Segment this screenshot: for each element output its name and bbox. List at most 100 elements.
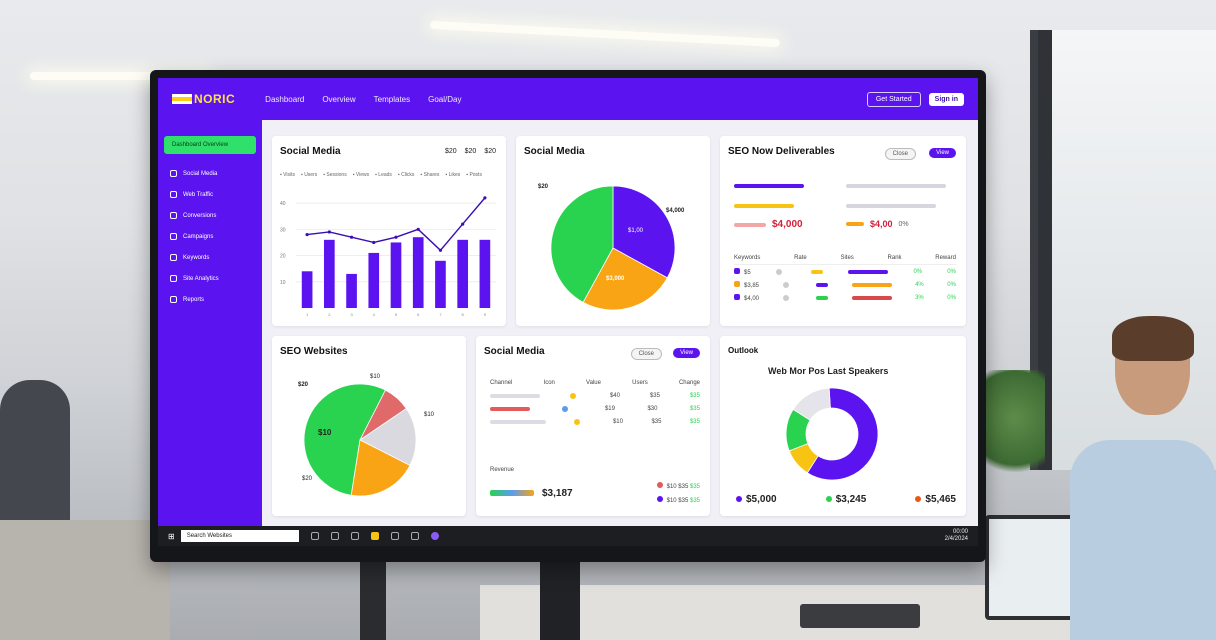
amount-value: $4,000 <box>772 219 803 230</box>
legend-dot <box>736 496 742 502</box>
y-tick-label: 30 <box>280 227 286 233</box>
social-media-bar-card: Social Media $20 $20 $20 ▪ Visits ▪ Users… <box>272 136 506 326</box>
keywords-table: Keywords Rate Sites Rank Reward $5 0% 0%… <box>734 252 956 304</box>
clock[interactable]: 00:00 2/4/2024 <box>945 529 968 543</box>
dashboard-screen: NORIC Dashboard Overview Templates Goal/… <box>158 78 978 546</box>
bar <box>490 393 540 398</box>
taskbar-search[interactable]: Search Websites <box>180 530 299 542</box>
nav-item[interactable]: Goal/Day <box>428 94 462 104</box>
card-title: Social Media <box>524 146 585 157</box>
sidebar-item-active[interactable]: Dashboard Overview <box>164 136 256 154</box>
pie-slice <box>582 247 668 311</box>
trend-point <box>349 235 354 239</box>
status-icon <box>782 281 789 288</box>
channel-icon <box>656 496 663 502</box>
table-row[interactable]: $10 $35 $35 <box>490 415 700 428</box>
pie-slice <box>806 387 879 481</box>
y-tick-label: 20 <box>280 254 286 260</box>
pie-label: $10 <box>424 412 435 418</box>
sign-in-button[interactable]: Sign in <box>928 92 964 106</box>
sidebar-item[interactable]: Conversions <box>170 212 256 219</box>
trend-point <box>327 230 331 234</box>
channel-icon <box>562 405 569 412</box>
nav-item[interactable]: Templates <box>373 94 411 104</box>
bar <box>490 406 530 411</box>
trend-point <box>483 196 487 200</box>
pie-label: $10 <box>370 374 381 380</box>
progress-panel-right: $4,00 0% <box>846 176 956 229</box>
clock-date: 2/4/2024 <box>944 536 968 542</box>
app-icon[interactable] <box>430 532 439 540</box>
sidebar-item[interactable]: Site Analytics <box>170 275 256 282</box>
trend-point <box>305 232 309 237</box>
background-person <box>0 380 70 540</box>
bar <box>851 295 892 300</box>
sidebar-item[interactable]: Web Traffic <box>170 191 256 198</box>
start-icon[interactable]: ⊞ <box>168 531 175 541</box>
table-row[interactable]: $5 0% 0% <box>734 265 956 278</box>
app-icon[interactable] <box>350 532 359 540</box>
progress-bar <box>734 222 766 227</box>
header-stat: $20 <box>464 148 477 155</box>
pie-label: $20 <box>302 476 313 482</box>
keyboard <box>800 604 920 628</box>
status-icon <box>775 268 782 275</box>
x-tick-label: 5 <box>395 312 398 317</box>
sidebar-item[interactable]: Reports <box>170 296 256 303</box>
sidebar-item[interactable]: Social Media <box>170 170 256 177</box>
seo-deliverables-card: SEO Now Deliverables Close View $4,000 $… <box>720 136 966 326</box>
table-row[interactable]: $3,85 4% 0% <box>734 278 956 291</box>
legend-item: ▪ Shares <box>420 172 440 178</box>
top-bar: NORIC Dashboard Overview Templates Goal/… <box>158 78 978 120</box>
legend-item: ▪ Clicks <box>397 172 415 178</box>
ceiling-light <box>430 20 780 48</box>
close-button[interactable]: Close <box>630 348 662 360</box>
megaphone-icon <box>170 233 177 240</box>
get-started-button[interactable]: Get Started <box>866 91 921 107</box>
view-button[interactable]: View <box>673 348 700 358</box>
channel-icon <box>574 418 581 425</box>
bar <box>390 242 402 308</box>
app-icon[interactable] <box>310 532 319 540</box>
progress-bar <box>846 184 946 188</box>
logo[interactable]: NORIC <box>172 92 235 106</box>
cart-icon <box>170 212 177 219</box>
card-title: SEO Now Deliverables <box>728 146 835 157</box>
nav-item[interactable]: Overview <box>322 94 356 104</box>
outlook-card: Outlook Web Mor Pos Last Speakers $5,000… <box>720 336 966 516</box>
close-button[interactable]: Close <box>884 148 916 160</box>
x-tick-label: 3 <box>350 312 353 317</box>
table-row[interactable]: $4,00 3% 0% <box>734 291 956 304</box>
view-button[interactable]: View <box>929 148 956 158</box>
card-title: SEO Websites <box>280 346 348 357</box>
app-icon[interactable] <box>370 532 379 540</box>
x-tick-label: 8 <box>462 312 465 317</box>
progress-panel-left: $4,000 <box>734 176 830 230</box>
legend-item: ▪ Sessions <box>323 172 347 178</box>
trend-point <box>416 227 420 231</box>
app-icon[interactable] <box>410 532 419 540</box>
bar <box>457 239 468 308</box>
sidebar: Dashboard Overview Social Media Web Traf… <box>158 120 262 546</box>
legend-item: ▪ Leads <box>375 172 392 178</box>
nav-item[interactable]: Dashboard <box>265 94 305 104</box>
pie-label: $4,000 <box>666 208 685 214</box>
bar <box>412 237 424 308</box>
pie-chart <box>303 383 417 497</box>
laptop <box>985 515 1080 620</box>
table-row[interactable]: $40 $35 $35 <box>490 389 700 402</box>
social-table: Channel Icon Value Users Change $40 $35 … <box>490 376 700 428</box>
ceiling-light <box>30 72 210 80</box>
table-row[interactable]: $19 $30 $35 <box>490 402 700 415</box>
pie-slice <box>350 439 411 497</box>
bar <box>490 419 546 424</box>
pie-chart <box>550 185 676 311</box>
legend-dot <box>825 496 832 502</box>
app-icon[interactable] <box>330 532 339 540</box>
app-icon[interactable] <box>390 532 399 540</box>
sidebar-item[interactable]: Campaigns <box>170 233 256 240</box>
social-media-table-card: Social Media Close View Channel Icon Val… <box>476 336 710 516</box>
seo-websites-card: SEO Websites $20 $10 $10 $10 $20 <box>272 336 466 516</box>
sidebar-item[interactable]: Keywords <box>170 254 256 261</box>
status-icon <box>782 294 789 301</box>
